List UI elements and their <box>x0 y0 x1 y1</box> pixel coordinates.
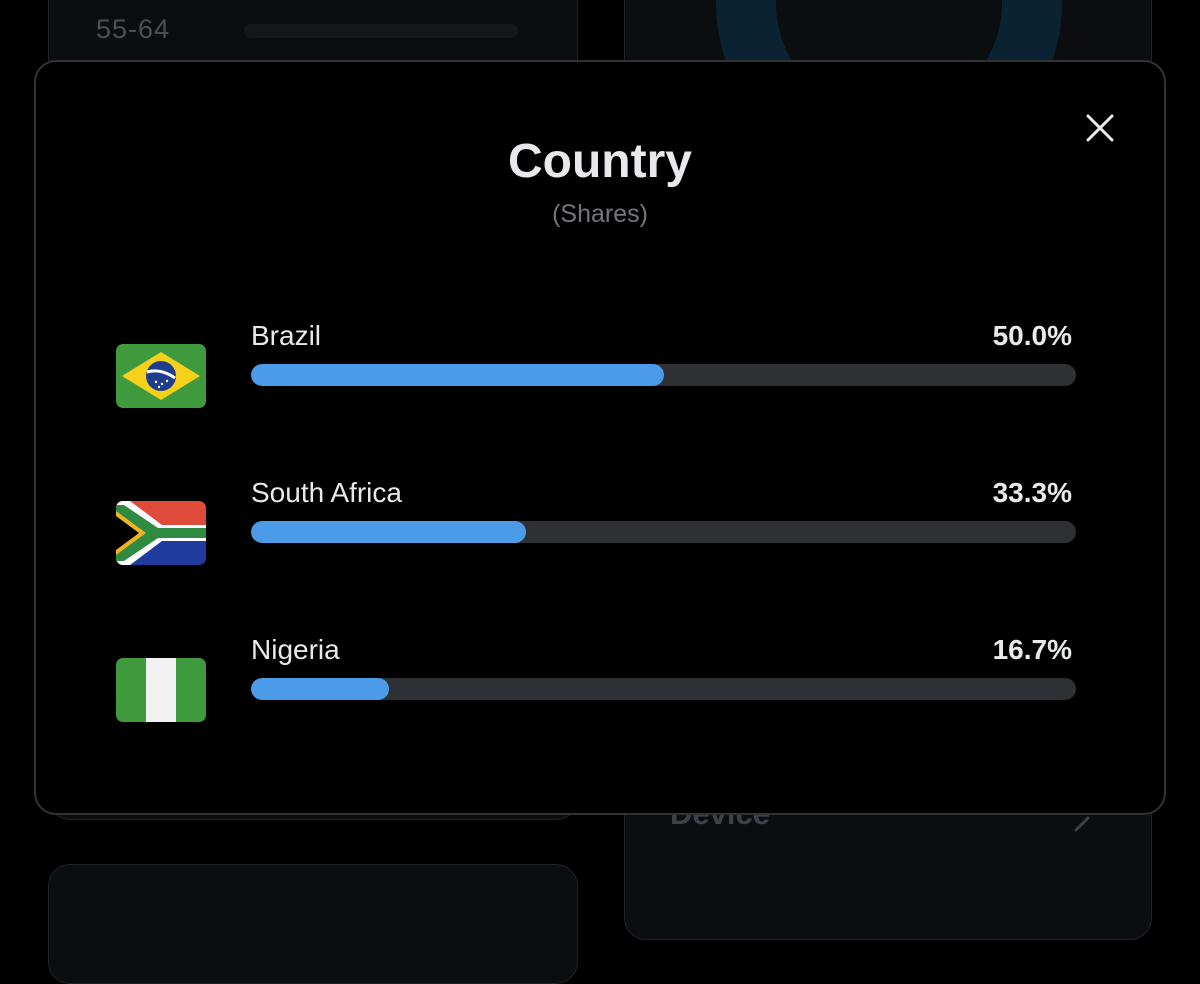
country-row: Brazil 50.0% <box>36 320 1164 430</box>
country-name: Nigeria <box>251 634 340 665</box>
country-percent: 16.7% <box>992 634 1072 665</box>
progress-fill <box>251 678 389 700</box>
country-name: South Africa <box>251 477 402 508</box>
south-africa-flag-icon <box>116 501 206 565</box>
country-row: Nigeria 16.7% <box>36 634 1164 744</box>
background-age-label: 55-64 <box>96 14 171 44</box>
close-icon <box>1086 114 1114 142</box>
modal-subtitle: (Shares) <box>552 200 648 228</box>
country-modal: Country (Shares) Brazil 50.0% <box>34 60 1166 815</box>
progress-track <box>251 364 1076 386</box>
progress-fill <box>251 364 664 386</box>
brazil-flag-icon <box>116 344 206 408</box>
progress-track <box>251 678 1076 700</box>
background-age-bar <box>244 24 518 38</box>
country-percent: 50.0% <box>992 320 1072 351</box>
modal-title: Country <box>508 135 692 188</box>
country-name: Brazil <box>251 320 322 351</box>
background-card-bottom <box>48 864 578 984</box>
progress-track <box>251 521 1076 543</box>
country-percent: 33.3% <box>992 477 1072 508</box>
progress-fill <box>251 521 526 543</box>
country-row: South Africa 33.3% <box>36 477 1164 587</box>
close-button[interactable] <box>1078 106 1122 150</box>
nigeria-flag-icon <box>116 658 206 722</box>
chevron-right-icon <box>1074 816 1090 832</box>
